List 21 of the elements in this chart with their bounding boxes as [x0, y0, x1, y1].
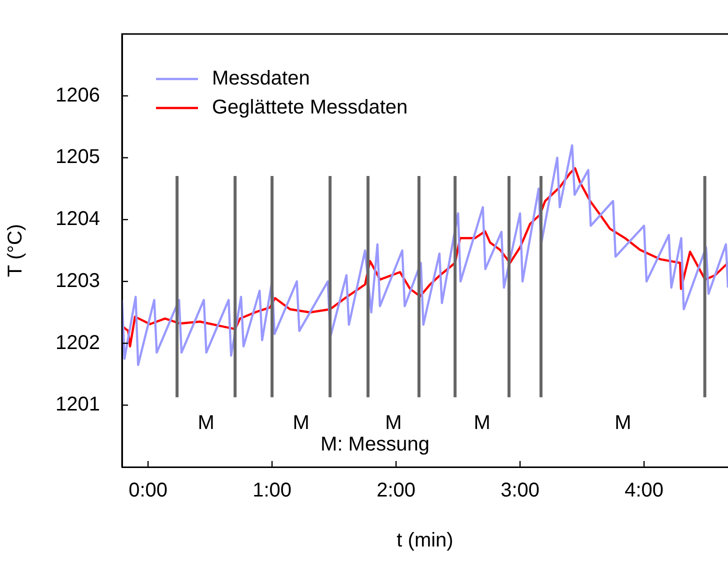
x-axis-title: t (min): [396, 530, 454, 552]
x-tick-label: 2:00: [376, 480, 416, 502]
y-tick-label: 1202: [56, 332, 100, 354]
legend-label: Geglättete Messdaten: [212, 96, 408, 119]
y-tick-label: 1206: [56, 84, 100, 106]
y-tick-label: 1205: [56, 146, 100, 168]
y-tick-label: 1201: [56, 394, 100, 416]
annotation: M: [474, 412, 490, 434]
annotation: M: Messung: [320, 434, 430, 456]
legend-label: Messdaten: [212, 68, 310, 90]
annotation: M: [614, 412, 632, 434]
y-tick-label: 1204: [56, 208, 100, 230]
annotation: M: [292, 412, 310, 434]
x-tick-label: 4:00: [624, 480, 664, 502]
x-tick-label: 3:00: [500, 480, 540, 502]
annotation: M: [198, 412, 214, 434]
x-tick-label: 0:00: [128, 480, 168, 502]
x-tick-label: 1:00: [252, 480, 292, 502]
y-axis-title: T (°C): [4, 224, 27, 278]
annotation: M: [385, 412, 402, 434]
y-tick-label: 1203: [56, 270, 100, 292]
